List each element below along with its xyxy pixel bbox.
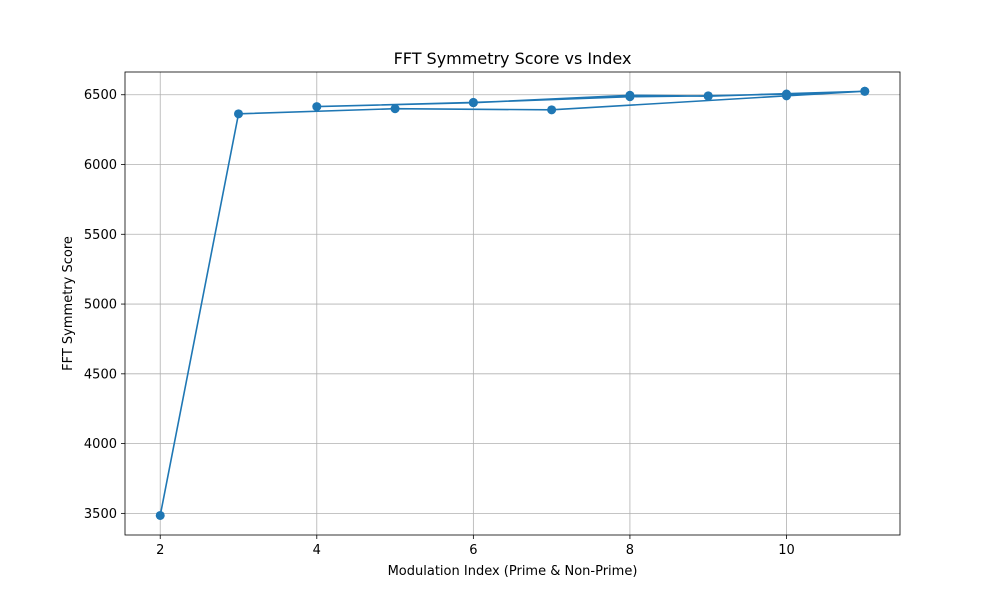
grid xyxy=(125,72,900,535)
x-tick-label: 8 xyxy=(626,543,634,558)
data-point xyxy=(547,105,557,115)
data-series xyxy=(155,86,870,520)
y-tick-label: 6000 xyxy=(84,158,117,173)
y-tick-label: 4500 xyxy=(84,367,117,382)
x-tick-label: 4 xyxy=(313,543,321,558)
data-point xyxy=(625,92,635,102)
y-axis-label: FFT Symmetry Score xyxy=(61,236,76,371)
data-point xyxy=(703,91,713,101)
data-point xyxy=(468,97,478,107)
y-tick-label: 4000 xyxy=(84,437,117,452)
data-point xyxy=(860,86,870,96)
data-point xyxy=(781,89,791,99)
y-tick-label: 5500 xyxy=(84,228,117,243)
data-point xyxy=(155,510,165,520)
y-tick-label: 3500 xyxy=(84,507,117,522)
chart-title: FFT Symmetry Score vs Index xyxy=(394,49,632,68)
y-tick-label: 5000 xyxy=(84,298,117,313)
x-axis-label: Modulation Index (Prime & Non-Prime) xyxy=(388,564,638,579)
axis-ticks: 2 4 6 8 10 3500 4000 4500 5000 5500 6000 6500 xyxy=(84,88,795,558)
data-point xyxy=(390,104,400,114)
data-point xyxy=(234,109,244,119)
y-tick-label: 6500 xyxy=(84,88,117,103)
data-point xyxy=(312,102,322,112)
x-tick-label: 10 xyxy=(778,543,795,558)
plot-frame xyxy=(124,71,901,536)
x-tick-label: 2 xyxy=(156,543,164,558)
x-tick-label: 6 xyxy=(469,543,477,558)
